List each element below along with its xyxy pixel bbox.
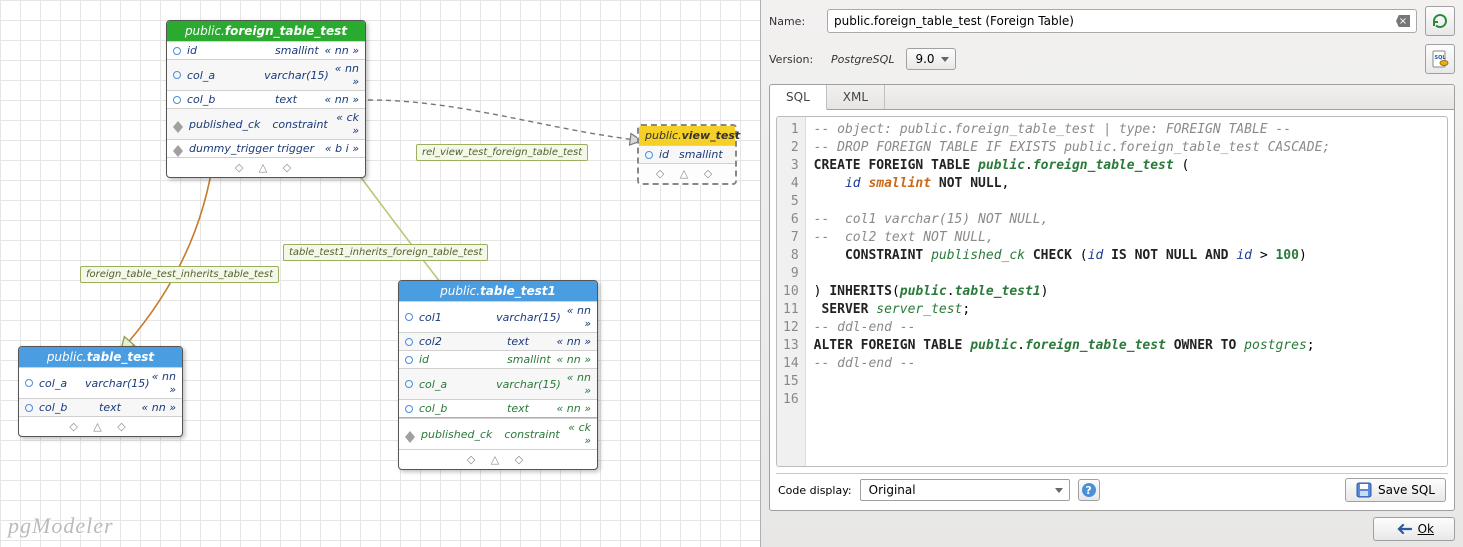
circle-icon <box>173 96 181 104</box>
save-sql-button[interactable]: Save SQL <box>1345 478 1446 502</box>
circle-icon <box>25 404 33 412</box>
help-icon: ? <box>1082 483 1096 497</box>
table-footer: ◇ △ ◇ <box>167 157 365 177</box>
version-label: Version: <box>769 53 819 66</box>
rhomb-icon <box>173 140 183 151</box>
code-display-select[interactable]: Original <box>860 479 1070 501</box>
table-row: idsmallint« nn » <box>399 350 597 368</box>
table-header: public.table_test1 <box>399 281 597 301</box>
table-row: col_avarchar(15)« nn » <box>399 368 597 399</box>
name-label: Name: <box>769 15 819 28</box>
table-row: col_btext« nn » <box>399 399 597 417</box>
table-row: published_ckconstraint« ck » <box>167 108 365 139</box>
circle-icon <box>25 379 33 387</box>
ok-button[interactable]: Ok <box>1373 517 1455 541</box>
table-row: idsmallint <box>639 145 735 163</box>
version-db: PostgreSQL <box>827 51 898 68</box>
circle-icon <box>405 380 413 388</box>
view-footer: ◇ △ ◇ <box>639 163 735 183</box>
table-row: col_btext« nn » <box>167 90 365 108</box>
table-table-test[interactable]: public.table_test col_avarchar(15)« nn »… <box>18 346 183 437</box>
refresh-icon[interactable] <box>1425 6 1455 36</box>
tab-xml[interactable]: XML <box>827 85 885 109</box>
table-row: col_avarchar(15)« nn » <box>19 367 182 398</box>
view-view-test[interactable]: public.view_test idsmallint ◇ △ ◇ <box>637 124 737 185</box>
table-foreign-table-test[interactable]: public.foreign_table_test idsmallint« nn… <box>166 20 366 178</box>
line-gutter: 12345678910111213141516 <box>777 117 806 466</box>
table-rows: col_avarchar(15)« nn »col_btext« nn » <box>19 367 182 416</box>
table-footer: ◇ △ ◇ <box>19 416 182 436</box>
table-rows: col1varchar(15)« nn »col2text« nn »idsma… <box>399 301 597 449</box>
table-row: col_btext« nn » <box>19 398 182 416</box>
circle-icon <box>405 405 413 413</box>
circle-icon <box>173 47 181 55</box>
circle-icon <box>405 338 413 346</box>
circle-icon <box>405 356 413 364</box>
table-row: dummy_triggertrigger« b i » <box>167 139 365 157</box>
save-icon <box>1356 482 1372 498</box>
sql-file-icon[interactable]: SQL <box>1425 44 1455 74</box>
table-row: published_ckconstraint« ck » <box>399 418 597 449</box>
tab-sql[interactable]: SQL <box>770 85 827 110</box>
code-display-label: Code display: <box>778 484 852 497</box>
circle-icon <box>173 71 181 79</box>
relation-label[interactable]: foreign_table_test_inherits_table_test <box>80 266 279 283</box>
code-editor[interactable]: 12345678910111213141516 -- object: publi… <box>776 116 1448 467</box>
table-header: public.table_test <box>19 347 182 367</box>
table-table-test1[interactable]: public.table_test1 col1varchar(15)« nn »… <box>398 280 598 470</box>
table-row: col2text« nn » <box>399 332 597 350</box>
properties-panel: Name: public.foreign_table_test (Foreign… <box>760 0 1463 547</box>
diagram-canvas[interactable]: public.foreign_table_test idsmallint« nn… <box>0 0 760 547</box>
table-rows: idsmallint« nn »col_avarchar(15)« nn »co… <box>167 41 365 157</box>
circle-icon <box>405 313 413 321</box>
clear-icon[interactable]: × <box>1396 15 1410 27</box>
table-header: public.foreign_table_test <box>167 21 365 41</box>
help-button[interactable]: ? <box>1078 479 1100 501</box>
rhomb-icon <box>405 426 415 437</box>
relation-label[interactable]: rel_view_test_foreign_table_test <box>416 144 588 161</box>
table-row: col_avarchar(15)« nn » <box>167 59 365 90</box>
relation-label[interactable]: table_test1_inherits_foreign_table_test <box>283 244 488 261</box>
code-tabs: SQL XML 12345678910111213141516 -- objec… <box>769 84 1455 511</box>
table-row: col1varchar(15)« nn » <box>399 301 597 332</box>
name-input[interactable]: public.foreign_table_test (Foreign Table… <box>827 9 1417 33</box>
view-header: public.view_test <box>639 126 735 145</box>
code-lines: -- object: public.foreign_table_test | t… <box>806 117 1339 466</box>
ok-arrow-icon <box>1394 523 1412 535</box>
rhomb-icon <box>173 116 183 127</box>
table-row: idsmallint« nn » <box>167 41 365 59</box>
version-select[interactable]: 9.0 <box>906 48 955 70</box>
table-footer: ◇ △ ◇ <box>399 449 597 469</box>
